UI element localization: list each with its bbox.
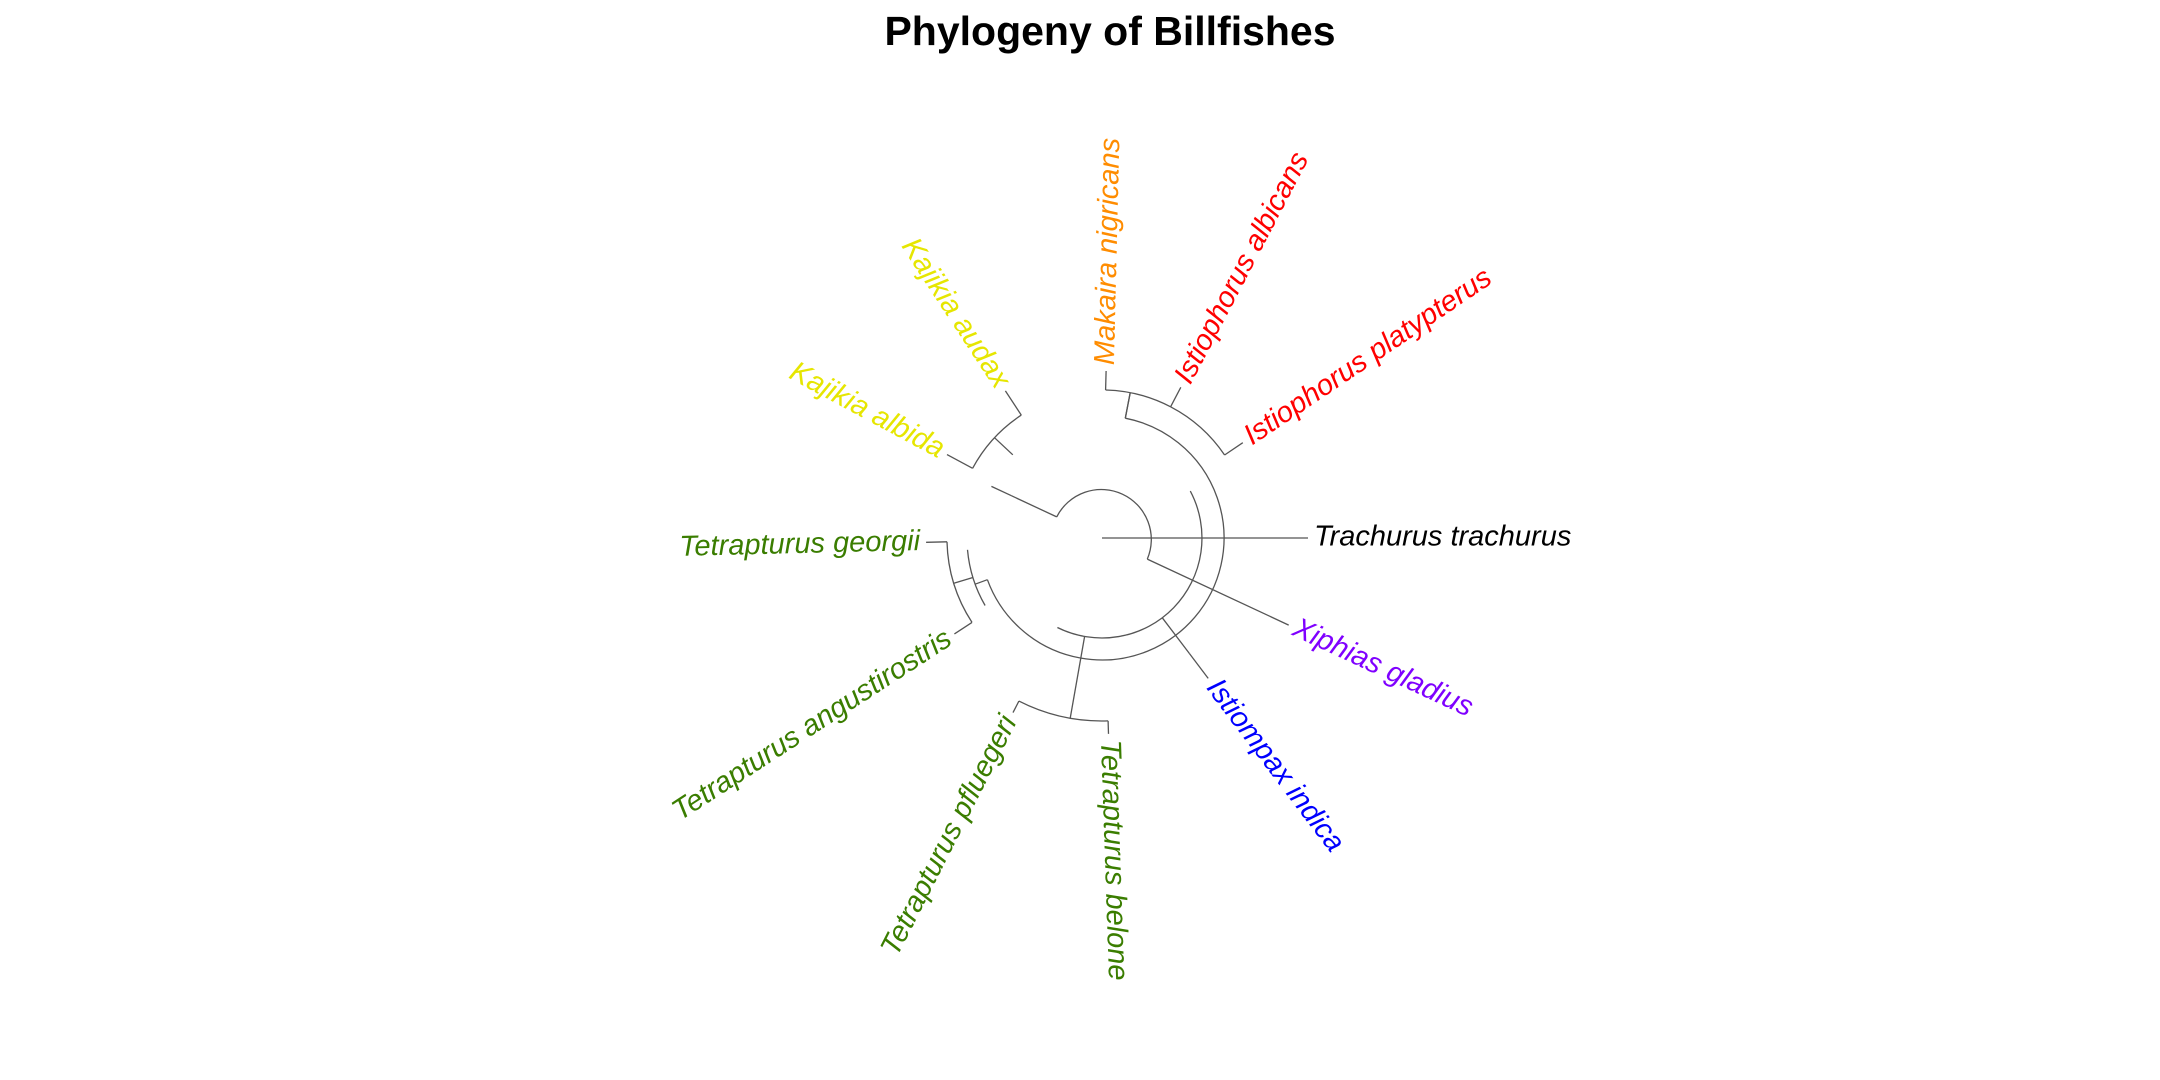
- tip-branch-10: [1170, 386, 1182, 408]
- tip-labels: Trachurus trachurus Xiphias gladiusIstiom…: [666, 137, 1571, 981]
- tip-branch-7: [946, 454, 973, 469]
- clade-a-arc: [986, 417, 1225, 661]
- tip-label: Makaira nigricans: [1089, 137, 1127, 365]
- tip-label: Tetrapturus angustirostris: [666, 623, 957, 827]
- clade-main-arc: [1057, 490, 1203, 639]
- tetra-b-stem: [1069, 636, 1086, 719]
- tip-label: Xiphias gladius: [1287, 611, 1478, 723]
- tip-branch-5: [954, 621, 973, 635]
- tip-branch-4: [1012, 700, 1020, 713]
- tip-label: Istiompax indica: [1200, 673, 1351, 858]
- tetra-b-arc: [1018, 700, 1109, 722]
- tip-label: Trachurus trachurus: [1314, 521, 1571, 553]
- clade-a-stem: [991, 485, 1012, 497]
- diagram-title: Phylogeny of Billfishes: [884, 8, 1335, 54]
- tip-label: Tetrapturus belone: [1094, 739, 1134, 981]
- tetra-inner-arc: [946, 541, 973, 623]
- kajikia-stem: [994, 437, 1014, 456]
- makaira-stem: [1124, 392, 1131, 419]
- tip-branch-8: [1004, 390, 1022, 416]
- tip-branch-11: [1224, 442, 1244, 456]
- tip-branch-6: [926, 541, 948, 543]
- tree-branches: [926, 370, 1308, 734]
- root-arc: [1056, 488, 1152, 560]
- kajikia-arc: [972, 414, 1022, 469]
- tetrapturus-stem: [974, 579, 988, 585]
- tip-label: Kajikia albida: [784, 355, 950, 464]
- billfish-stem: [1011, 495, 1057, 518]
- tetra-inner-stem: [953, 576, 974, 584]
- tip-branch-9: [1104, 370, 1107, 391]
- tip-label: Tetrapturus georgii: [679, 525, 922, 563]
- tip-branch-1: [1147, 558, 1289, 626]
- tip-label: Tetrapturus pfluegeri: [875, 709, 1024, 961]
- istiophorus-arc: [1170, 406, 1226, 456]
- istiompax-stem: [1161, 617, 1191, 654]
- tip-label: Istiophorus albicans: [1168, 147, 1315, 389]
- tetrapturus-arc: [966, 549, 986, 606]
- tip-branch-2: [1188, 653, 1209, 679]
- tip-label: Istiophorus platypterus: [1238, 261, 1498, 451]
- makaira-join-arc: [1105, 389, 1171, 408]
- tip-label: Kajikia audax: [895, 232, 1017, 395]
